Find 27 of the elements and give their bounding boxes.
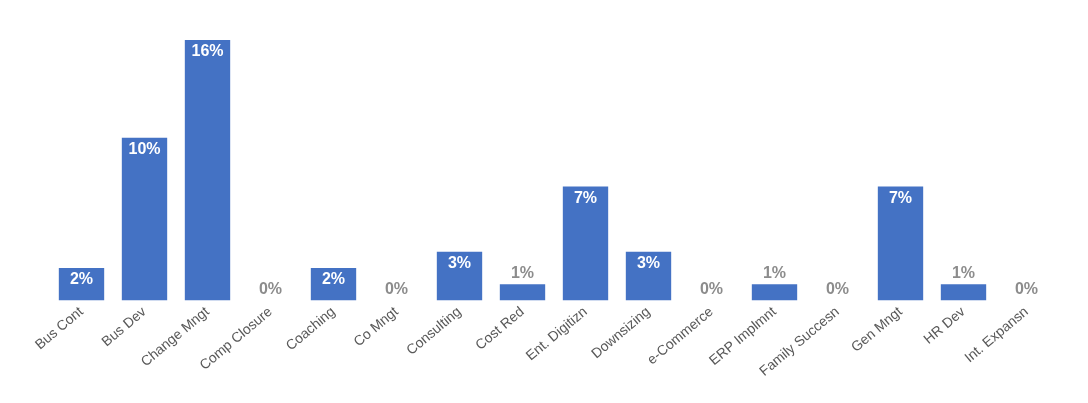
data-label: 3% — [636, 254, 661, 272]
bar — [499, 284, 546, 301]
data-label: 0% — [384, 280, 409, 298]
data-label: 1% — [951, 263, 976, 281]
bar — [121, 137, 168, 301]
bar — [940, 284, 987, 301]
data-label: 1% — [762, 263, 787, 281]
data-label: 0% — [699, 280, 724, 298]
bar — [751, 284, 798, 301]
data-label: 7% — [888, 189, 913, 206]
data-label: 3% — [447, 254, 472, 272]
x-tick-label: Bus Cont — [31, 302, 86, 353]
x-tick-label: Bus Dev — [98, 303, 149, 350]
data-label: 0% — [258, 280, 283, 298]
data-label: 7% — [573, 189, 598, 206]
data-label: 0% — [825, 280, 850, 298]
data-label: 0% — [1014, 280, 1039, 298]
data-label: 2% — [321, 270, 346, 288]
bar — [877, 186, 924, 301]
data-label: 2% — [69, 270, 94, 288]
data-label: 10% — [128, 140, 161, 158]
data-label: 1% — [510, 263, 535, 281]
x-tick-label: Cost Red — [471, 303, 527, 353]
bar — [184, 40, 231, 301]
bar — [562, 186, 609, 301]
x-tick-label: HR Dev — [920, 303, 968, 347]
data-label: 16% — [191, 42, 224, 60]
